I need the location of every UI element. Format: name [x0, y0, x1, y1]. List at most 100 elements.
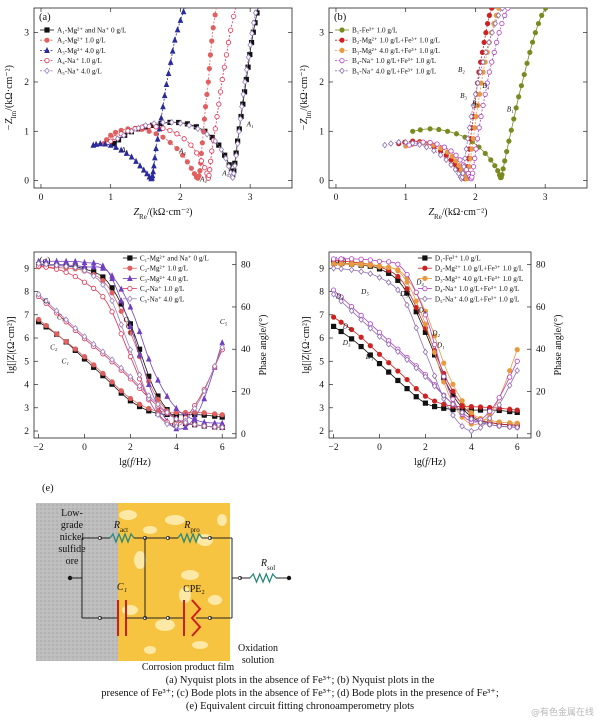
phase-point	[450, 388, 456, 394]
data-point	[402, 138, 409, 146]
data-point	[486, 12, 492, 18]
data-point	[524, 60, 530, 66]
y-axis-label-group: −ZIm/(kΩ·cm⁻²)	[4, 65, 18, 131]
y-axis-label-sub: Im	[10, 110, 18, 118]
data-point	[204, 91, 210, 98]
caption-line-2: presence of Fe³⁺; (c) Bode plots in the …	[101, 688, 499, 699]
phase-point	[109, 356, 115, 363]
legend-entry-5: A₅-Na⁺ 4.0 g/L	[57, 67, 102, 75]
phase-point	[118, 364, 124, 372]
data-point	[160, 119, 166, 126]
x-tick-label: 4	[174, 443, 179, 453]
data-point	[466, 124, 473, 132]
lgz-point	[413, 394, 419, 400]
x-axis-label-sub: Re	[434, 213, 442, 221]
data-point	[236, 128, 242, 135]
legend-entry-3: D₃-Mg²⁺ 4.0 g/L+Fe³⁺ 1.0 g/L	[435, 275, 523, 283]
data-point	[209, 148, 215, 154]
x-axis-label-rest: /(kΩ·cm⁻²)	[442, 207, 488, 218]
data-point	[465, 135, 471, 143]
y-tick-label: 7	[24, 311, 29, 321]
data-point	[167, 127, 173, 134]
r-sol-label: Rsol	[260, 558, 275, 572]
data-point	[481, 39, 487, 45]
data-point	[518, 83, 525, 89]
y-tick-label: 0	[24, 177, 29, 187]
data-point	[470, 170, 476, 176]
data-point	[491, 1, 495, 5]
data-point	[437, 151, 444, 159]
ore-block	[36, 503, 118, 661]
legend-marker	[44, 46, 50, 53]
y-tick-label: 6	[24, 334, 29, 344]
y-tick-label: 2	[319, 427, 324, 437]
data-point	[469, 146, 475, 152]
curve-annotation: C₁	[128, 330, 136, 338]
x-tick-label: 0	[334, 193, 339, 203]
lgz-point	[118, 331, 124, 337]
y-axis-label-rest: /(kΩ·cm⁻²)	[299, 65, 310, 111]
data-point	[153, 131, 159, 137]
phase-point	[109, 290, 115, 296]
y-axis-label-main: −Z	[4, 118, 15, 131]
data-point	[208, 158, 214, 164]
lgz-point	[81, 279, 88, 285]
data-point	[128, 153, 135, 160]
x-tick-label: −2	[34, 443, 44, 453]
curve-annotation: C₄	[43, 297, 51, 305]
x-axis-label: ZRe/(kΩ·cm⁻²)	[428, 207, 487, 221]
data-point	[499, 8, 506, 12]
phase-point	[211, 423, 218, 431]
phase-point	[145, 355, 152, 362]
data-point	[177, 120, 184, 127]
data-point	[243, 66, 250, 73]
data-point	[535, 20, 542, 27]
phase-point	[136, 382, 143, 390]
legend-entry-2: A₂-Mg²⁺ 1.0 g/L	[57, 37, 106, 45]
data-point	[416, 141, 423, 148]
panel-d-bode-with-fe: −2024623456789020406080(d)lg(f/Hz)lg[|Z|…	[301, 251, 564, 468]
lgz-point	[81, 267, 88, 274]
phase-point	[109, 285, 115, 291]
data-point	[216, 101, 222, 107]
lgz-point	[191, 405, 198, 412]
legend-marker	[422, 295, 428, 303]
y-tick-label: 4	[24, 381, 29, 391]
data-point	[409, 139, 416, 147]
lgz-point	[514, 367, 520, 374]
ore-label-line: nickel	[60, 532, 85, 543]
lgz-point	[468, 427, 475, 435]
y-tick-label: 2	[24, 427, 29, 437]
lgz-point	[386, 360, 392, 366]
r-pro-label-sub: pro	[190, 526, 200, 534]
lgz-point	[90, 272, 97, 280]
phase-point	[496, 422, 502, 430]
data-point	[516, 94, 522, 100]
data-point	[532, 30, 539, 36]
lgz-point	[395, 377, 401, 384]
plot-frame	[33, 7, 293, 189]
x-tick-label: 1	[108, 193, 113, 203]
data-point	[483, 30, 489, 36]
y-tick-label: 9	[319, 264, 324, 274]
data-point	[448, 148, 454, 154]
data-point	[474, 136, 481, 142]
data-point	[249, 30, 255, 37]
lgz-point	[431, 341, 438, 348]
data-point	[198, 150, 204, 157]
data-point	[113, 143, 119, 150]
y2-tick-label: 80	[536, 261, 546, 271]
lgz-point	[450, 396, 456, 402]
cpe2-element	[190, 599, 202, 637]
lgz-point	[348, 256, 355, 262]
data-point	[181, 136, 187, 142]
data-point	[468, 113, 474, 120]
x-tick-label: 0	[377, 443, 382, 453]
data-point	[165, 69, 172, 76]
data-point	[473, 146, 479, 152]
data-point	[153, 124, 159, 130]
data-point	[475, 79, 481, 87]
y2-axis-label-group: Phase angle/(°)	[258, 315, 269, 376]
ore-label-line: grade	[61, 520, 84, 531]
